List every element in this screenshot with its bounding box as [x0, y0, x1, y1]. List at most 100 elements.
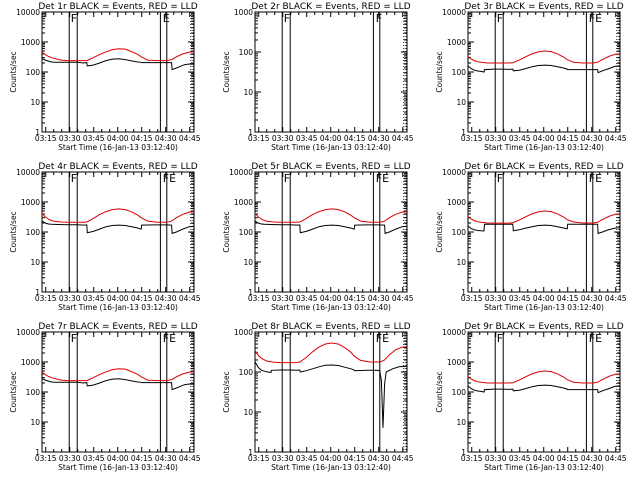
flag-label: F	[284, 172, 290, 185]
panel-det-4r: Det 4r BLACK = Events, RED = LLD 1 10 100 10…	[9, 162, 201, 312]
x-tick-label: 03:15	[248, 134, 270, 143]
x-tick-label: 04:45	[179, 294, 201, 303]
plot-frame	[254, 171, 408, 293]
y-tick-label: 100	[239, 228, 254, 237]
x-tick-label: 04:15	[557, 294, 579, 303]
y-tick-label: 10	[243, 258, 253, 267]
x-tick-label: 04:30	[368, 134, 390, 143]
panel-title: Det 7r BLACK = Events, RED = LLD	[38, 322, 197, 332]
panel-title: Det 4r BLACK = Events, RED = LLD	[38, 162, 197, 172]
x-tick-label: 04:15	[131, 294, 153, 303]
x-tick-label: 04:00	[107, 134, 129, 143]
y-tick-label: 10	[456, 418, 466, 427]
y-tick-label: 1	[248, 448, 253, 457]
y-tick-label: 100	[26, 68, 41, 77]
flag-label: FE	[376, 332, 389, 345]
x-tick-label: 03:45	[296, 294, 318, 303]
series-events	[41, 378, 195, 391]
x-tick-label: 04:30	[155, 294, 177, 303]
y-tick-label: 1	[461, 128, 466, 137]
x-tick-label: 03:30	[59, 134, 81, 143]
y-tick-label: 100	[452, 228, 467, 237]
x-tick-label: 04:45	[392, 134, 414, 143]
panel-title: Det 2r BLACK = Events, RED = LLD	[251, 2, 410, 12]
x-tick-label: 04:45	[179, 134, 201, 143]
x-tick-label: 04:45	[605, 454, 627, 463]
panel-title: Det 6r BLACK = Events, RED = LLD	[464, 162, 623, 172]
x-tick-label: 04:00	[533, 294, 555, 303]
flag-label: FE	[589, 12, 602, 25]
y-tick-label: 100	[452, 68, 467, 77]
flag-label: E	[163, 12, 170, 25]
x-tick-label: 04:45	[392, 454, 414, 463]
x-tick-label: 04:15	[344, 134, 366, 143]
x-tick-label: 03:45	[83, 294, 105, 303]
y-tick-label: 1000	[234, 198, 253, 207]
x-tick-label: 03:30	[59, 454, 81, 463]
x-tick-label: 03:45	[83, 134, 105, 143]
x-tick-label: 03:30	[272, 454, 294, 463]
panel-det-2r: Det 2r BLACK = Events, RED = LLD 1 10 100 10…	[222, 2, 414, 152]
y-axis-label: Counts/sec	[9, 371, 18, 412]
x-tick-label: 04:45	[392, 294, 414, 303]
flag-label: F	[284, 12, 290, 25]
y-tick-label: 1000	[447, 38, 466, 47]
x-tick-label: 03:30	[272, 134, 294, 143]
flag-label: FE	[376, 172, 389, 185]
y-tick-label: 1000	[234, 8, 253, 17]
flag-label: F	[497, 332, 503, 345]
y-axis-label: Counts/sec	[9, 211, 18, 252]
y-tick-label: 1000	[234, 328, 253, 337]
x-tick-label: 03:15	[35, 294, 57, 303]
x-tick-label: 04:15	[557, 134, 579, 143]
series-events	[254, 361, 408, 428]
x-tick-label: 04:00	[107, 294, 129, 303]
y-tick-label: 1000	[447, 358, 466, 367]
plot-frame	[467, 171, 621, 293]
panel-det-1r: Det 1r BLACK = Events, RED = LLD 1 10 100 10…	[9, 2, 201, 152]
y-tick-label: 10	[30, 418, 40, 427]
x-tick-label: 04:15	[131, 454, 153, 463]
y-tick-label: 1000	[21, 38, 40, 47]
x-axis-label: Start Time (16-Jan-13 03:12:40)	[484, 143, 604, 152]
x-tick-label: 04:30	[581, 454, 603, 463]
y-tick-label: 100	[239, 48, 254, 57]
plot-frame	[467, 331, 621, 453]
flag-label: F	[71, 12, 77, 25]
panel-title: Det 5r BLACK = Events, RED = LLD	[251, 162, 410, 172]
x-tick-label: 03:30	[485, 294, 507, 303]
x-tick-label: 04:30	[581, 134, 603, 143]
x-axis-label: Start Time (16-Jan-13 03:12:40)	[58, 143, 178, 152]
y-tick-label: 1	[35, 128, 40, 137]
y-axis-label: Counts/sec	[9, 51, 18, 92]
x-axis-label: Start Time (16-Jan-13 03:12:40)	[484, 303, 604, 312]
plot-frame	[254, 11, 408, 133]
x-axis-label: Start Time (16-Jan-13 03:12:40)	[271, 463, 391, 472]
flag-label: F	[497, 12, 503, 25]
y-axis-label: Counts/sec	[222, 211, 231, 252]
x-tick-label: 04:30	[368, 294, 390, 303]
panel-det-6r: Det 6r BLACK = Events, RED = LLD 1 10 100 10…	[435, 162, 627, 312]
x-axis-label: Start Time (16-Jan-13 03:12:40)	[58, 303, 178, 312]
x-tick-label: 04:00	[320, 454, 342, 463]
plot-frame	[467, 11, 621, 133]
series-lld	[467, 210, 621, 224]
x-tick-label: 03:30	[485, 454, 507, 463]
x-tick-label: 03:45	[296, 134, 318, 143]
series-lld	[41, 368, 195, 382]
x-axis-label: Start Time (16-Jan-13 03:12:40)	[484, 463, 604, 472]
plot-frame	[41, 331, 195, 453]
y-tick-label: 10	[30, 258, 40, 267]
x-tick-label: 03:15	[248, 294, 270, 303]
y-axis-label: Counts/sec	[435, 371, 444, 412]
y-tick-label: 10000	[16, 168, 40, 177]
x-tick-label: 03:15	[35, 454, 57, 463]
y-tick-label: 10000	[442, 8, 466, 17]
series-events	[467, 64, 621, 74]
x-tick-label: 04:45	[605, 134, 627, 143]
y-tick-label: 1	[35, 448, 40, 457]
y-tick-label: 10	[30, 98, 40, 107]
x-axis-label: Start Time (16-Jan-13 03:12:40)	[58, 463, 178, 472]
y-tick-label: 1	[248, 288, 253, 297]
y-tick-label: 10	[456, 98, 466, 107]
